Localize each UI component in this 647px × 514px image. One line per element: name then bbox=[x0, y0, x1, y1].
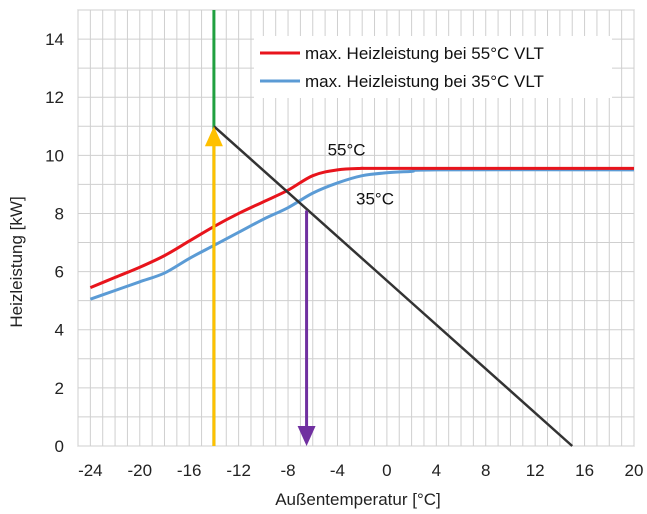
legend-box bbox=[254, 36, 612, 98]
x-tick-label: 8 bbox=[481, 461, 490, 480]
x-tick-label: 4 bbox=[432, 461, 441, 480]
y-axis-title: Heizleistung [kW] bbox=[7, 196, 26, 327]
legend-label-35: max. Heizleistung bei 35°C VLT bbox=[305, 72, 544, 91]
y-tick-label: 4 bbox=[55, 321, 64, 340]
x-tick-label: -8 bbox=[280, 461, 295, 480]
overlay-layer: 55°C 35°C bbox=[204, 10, 574, 447]
arrow-up-head bbox=[204, 126, 223, 147]
curve-annotation: 35°C bbox=[356, 190, 394, 209]
x-axis-title: Außentemperatur [°C] bbox=[275, 490, 441, 509]
y-tick-label: 0 bbox=[55, 437, 64, 456]
x-tick-label: -4 bbox=[330, 461, 345, 480]
x-tick-label: -24 bbox=[78, 461, 103, 480]
y-tick-label: 8 bbox=[55, 204, 64, 223]
series-line-1 bbox=[89, 168, 635, 301]
x-tick-label: -12 bbox=[226, 461, 251, 480]
heating-load-line bbox=[213, 125, 574, 447]
x-tick-label: 20 bbox=[625, 461, 644, 480]
x-tick-label: 0 bbox=[382, 461, 391, 480]
y-tick-labels: 0 2 4 6 8 10 12 14 bbox=[45, 30, 64, 456]
series-layer bbox=[89, 166, 635, 301]
x-tick-labels: -24 -20 -16 -12 -8 -4 0 4 8 12 16 20 bbox=[78, 461, 643, 480]
arrow-down-head bbox=[297, 426, 316, 446]
legend-label-55: max. Heizleistung bei 55°C VLT bbox=[305, 44, 544, 63]
x-tick-label: -16 bbox=[177, 461, 202, 480]
y-tick-label: 12 bbox=[45, 88, 64, 107]
y-tick-label: 10 bbox=[45, 146, 64, 165]
y-tick-label: 2 bbox=[55, 379, 64, 398]
x-tick-label: 12 bbox=[526, 461, 545, 480]
legend: max. Heizleistung bei 55°C VLT max. Heiz… bbox=[254, 36, 612, 98]
y-tick-label: 6 bbox=[55, 263, 64, 282]
x-tick-label: -20 bbox=[127, 461, 152, 480]
x-tick-label: 16 bbox=[575, 461, 594, 480]
curve-annotation: 55°C bbox=[328, 140, 366, 159]
y-tick-label: 14 bbox=[45, 30, 64, 49]
series-line-0 bbox=[89, 166, 634, 289]
